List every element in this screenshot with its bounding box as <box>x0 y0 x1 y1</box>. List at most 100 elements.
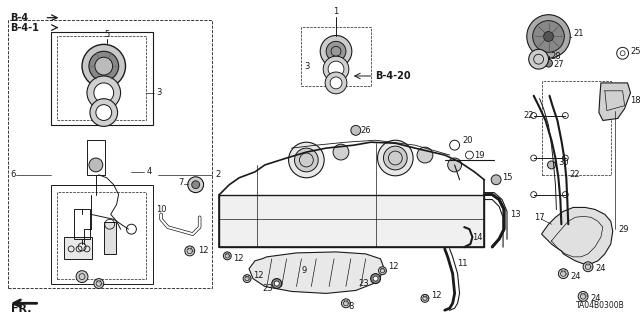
Text: 17: 17 <box>534 213 544 222</box>
Bar <box>8 20 212 288</box>
Text: 13: 13 <box>510 210 520 219</box>
Text: 12: 12 <box>198 246 208 256</box>
Text: 26: 26 <box>361 126 371 135</box>
Text: 10: 10 <box>156 205 166 214</box>
Circle shape <box>87 76 120 110</box>
Text: 6: 6 <box>10 170 15 179</box>
Circle shape <box>532 21 564 52</box>
Text: 7: 7 <box>178 178 183 187</box>
Text: 12: 12 <box>233 254 244 263</box>
Circle shape <box>342 299 350 308</box>
Circle shape <box>583 262 593 272</box>
Circle shape <box>326 41 346 61</box>
Text: 14: 14 <box>472 233 483 241</box>
Text: B-4-20: B-4-20 <box>376 71 411 81</box>
Circle shape <box>330 77 342 89</box>
Text: 12: 12 <box>431 291 442 300</box>
Bar <box>64 237 92 259</box>
Polygon shape <box>249 252 383 293</box>
Circle shape <box>529 49 548 69</box>
Bar <box>51 185 153 284</box>
Text: 3: 3 <box>156 88 161 97</box>
Text: 5: 5 <box>104 30 109 39</box>
Circle shape <box>76 271 88 283</box>
Bar <box>301 26 371 86</box>
Text: 12: 12 <box>388 262 399 271</box>
Polygon shape <box>599 83 630 121</box>
Text: TA04B0300B: TA04B0300B <box>576 301 625 310</box>
Circle shape <box>351 125 361 135</box>
Circle shape <box>96 105 111 121</box>
Text: 18: 18 <box>630 96 640 105</box>
Text: 24: 24 <box>595 264 605 273</box>
Circle shape <box>95 57 113 75</box>
Text: 22: 22 <box>524 111 534 120</box>
Circle shape <box>545 59 552 67</box>
Circle shape <box>188 177 204 193</box>
Circle shape <box>89 158 103 172</box>
Text: 23: 23 <box>262 284 273 293</box>
Bar <box>58 36 147 121</box>
Circle shape <box>417 147 433 163</box>
Circle shape <box>543 32 554 41</box>
Circle shape <box>323 56 349 82</box>
Text: 24: 24 <box>570 272 580 281</box>
Circle shape <box>223 252 231 260</box>
Text: 24: 24 <box>590 294 600 303</box>
Bar <box>74 209 90 239</box>
Circle shape <box>333 144 349 160</box>
Text: 11: 11 <box>456 259 467 268</box>
Circle shape <box>82 44 125 88</box>
Circle shape <box>548 161 556 169</box>
Circle shape <box>94 83 114 103</box>
Text: 28: 28 <box>550 52 561 61</box>
Circle shape <box>289 142 324 178</box>
Circle shape <box>527 15 570 58</box>
Text: 25: 25 <box>630 47 640 56</box>
Text: 29: 29 <box>619 225 629 234</box>
Circle shape <box>325 72 347 94</box>
Circle shape <box>294 148 318 172</box>
Circle shape <box>192 181 200 189</box>
Circle shape <box>578 292 588 301</box>
Circle shape <box>371 274 381 284</box>
Circle shape <box>421 294 429 302</box>
Text: 21: 21 <box>573 29 584 38</box>
Text: 12: 12 <box>253 271 264 280</box>
Circle shape <box>94 278 104 288</box>
Polygon shape <box>541 207 612 264</box>
Circle shape <box>90 99 118 126</box>
Circle shape <box>378 267 387 275</box>
Circle shape <box>320 35 352 67</box>
Bar <box>51 32 153 125</box>
Circle shape <box>378 140 413 176</box>
Circle shape <box>243 275 251 283</box>
Circle shape <box>373 276 378 281</box>
Circle shape <box>89 51 118 81</box>
Circle shape <box>275 281 279 286</box>
Circle shape <box>272 278 282 288</box>
Circle shape <box>448 158 461 172</box>
Bar <box>58 192 147 278</box>
Text: 2: 2 <box>216 170 221 179</box>
Text: 9: 9 <box>302 266 307 275</box>
Text: 20: 20 <box>463 136 473 145</box>
Text: 22: 22 <box>569 170 580 179</box>
Circle shape <box>328 61 344 77</box>
Bar <box>541 81 611 175</box>
Circle shape <box>383 146 407 170</box>
Polygon shape <box>220 195 484 247</box>
Circle shape <box>558 269 568 278</box>
Text: B-4-1: B-4-1 <box>10 23 39 33</box>
Circle shape <box>185 246 195 256</box>
Text: 19: 19 <box>474 151 485 160</box>
Text: 4: 4 <box>147 167 152 176</box>
Text: 15: 15 <box>502 173 513 182</box>
Text: 30: 30 <box>558 159 569 167</box>
Bar <box>104 222 116 254</box>
Text: FR.: FR. <box>12 304 32 314</box>
Bar <box>87 140 105 175</box>
Text: 3: 3 <box>305 62 310 70</box>
Text: 1: 1 <box>333 7 339 16</box>
Text: 8: 8 <box>349 302 355 311</box>
